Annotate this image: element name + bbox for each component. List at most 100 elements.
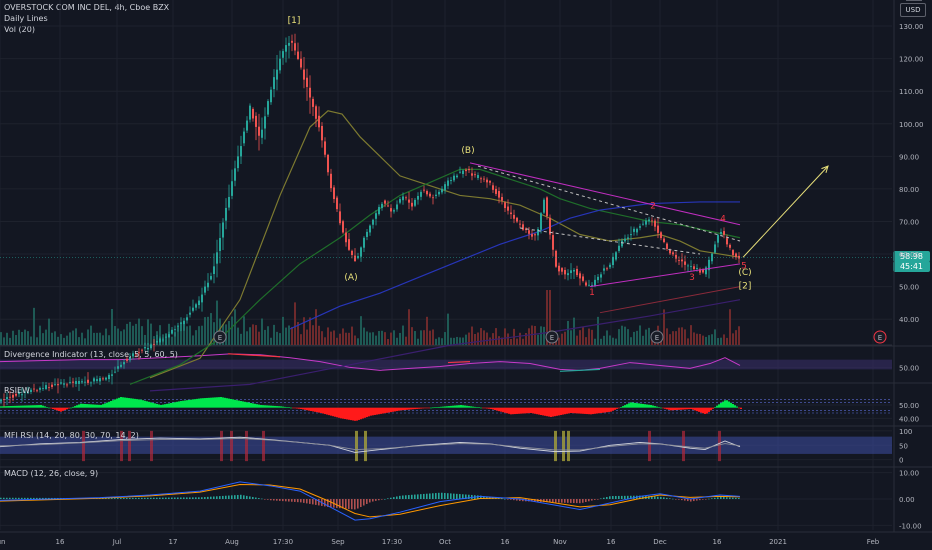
macd-histogram-bar <box>519 499 521 501</box>
rsiew-area-bar <box>56 407 58 411</box>
volume-bar <box>453 337 455 345</box>
candle-body <box>735 253 737 258</box>
rsiew-area-bar <box>284 406 286 408</box>
volume-bar <box>189 325 191 345</box>
volume-bar <box>75 328 77 345</box>
volume-bar <box>429 330 431 345</box>
rsiew-area-bar <box>228 398 230 408</box>
rsiew-area-bar <box>304 407 306 410</box>
volume-bar <box>63 337 65 345</box>
candle-body <box>318 115 320 128</box>
earnings-event-label: E <box>655 334 659 342</box>
candle-body <box>615 252 617 260</box>
rsiew-area-bar <box>98 404 100 408</box>
rsiew-area-bar <box>28 405 30 408</box>
volume-bar <box>39 325 41 345</box>
rsiew-area-bar <box>642 403 644 408</box>
macd-histogram-bar <box>135 497 137 499</box>
candle-body <box>144 347 146 349</box>
candle-body <box>219 238 221 251</box>
macd-histogram-bar <box>594 499 596 500</box>
macd-histogram-bar <box>585 499 587 503</box>
rsiew-area-bar <box>112 400 114 408</box>
rsiew-area-bar <box>256 404 258 408</box>
rsiew-area-bar <box>674 407 676 411</box>
rsiew-area-bar <box>696 407 698 412</box>
rsiew-area-bar <box>100 405 102 408</box>
volume-bar <box>426 316 428 345</box>
macd-histogram-bar <box>660 496 662 499</box>
rsiew-area-bar <box>740 407 742 409</box>
rsiew-area-bar <box>576 407 578 414</box>
volume-bar <box>150 323 152 345</box>
macd-histogram-bar <box>423 493 425 499</box>
macd-histogram-bar <box>642 495 644 499</box>
rsiew-area-bar <box>602 407 604 413</box>
rsiew-area-bar <box>484 407 486 409</box>
candle-body <box>552 235 554 250</box>
candle-body <box>558 265 560 272</box>
candle-body <box>279 58 281 71</box>
volume-bar <box>357 338 359 345</box>
volume-bar <box>6 332 8 345</box>
rsiew-area-bar <box>452 405 454 408</box>
candle-body <box>327 154 329 173</box>
macd-histogram-bar <box>393 497 395 499</box>
candle-body <box>444 184 446 191</box>
candle-body <box>333 187 335 200</box>
volume-bar <box>252 324 254 345</box>
macd-histogram-bar <box>627 495 629 499</box>
volume-bar <box>498 336 500 345</box>
candle-body <box>360 247 362 257</box>
macd-histogram-bar <box>561 499 563 503</box>
rsiew-area-bar <box>258 404 260 408</box>
rsiew-area-bar <box>580 407 582 414</box>
macd-histogram-bar <box>189 497 191 499</box>
rsiew-area-bar <box>142 400 144 408</box>
candle-body <box>126 359 128 361</box>
rsiew-area-bar <box>528 407 530 414</box>
volume-bar <box>375 335 377 345</box>
volume-bar <box>333 330 335 345</box>
candle-body <box>369 225 371 233</box>
candle-body <box>216 252 218 264</box>
volume-bar <box>438 337 440 345</box>
candle-body <box>594 279 596 286</box>
currency-badge[interactable]: USD <box>900 3 926 17</box>
macd-histogram-bar <box>462 494 464 499</box>
rsiew-area-bar <box>382 407 384 414</box>
rsiew-area-bar <box>82 403 84 408</box>
candle-body <box>309 87 311 98</box>
candle-body <box>30 389 32 393</box>
volume-bar <box>735 330 737 345</box>
volume-bar <box>339 333 341 345</box>
time-tick-label: 16 <box>501 538 510 546</box>
rsiew-area-bar <box>550 407 552 417</box>
macd-histogram-bar <box>708 498 710 500</box>
rsiew-area-bar <box>738 407 740 409</box>
candle-body <box>540 213 542 230</box>
macd-histogram-bar <box>678 499 680 500</box>
rsiew-area-bar <box>540 407 542 415</box>
rsiew-area-bar <box>460 405 462 408</box>
rsiew-area-bar <box>230 399 232 408</box>
candle-body <box>567 273 569 276</box>
mfi-oversold-highlight <box>567 430 570 462</box>
mfi-overbought-highlight <box>230 430 233 462</box>
time-tick-label: 16 <box>713 538 722 546</box>
volume-bar <box>255 325 257 345</box>
rsiew-area-bar <box>332 407 334 417</box>
rsiew-area-bar <box>148 401 150 408</box>
volume-bar <box>96 332 98 345</box>
macd-histogram-bar <box>501 498 503 500</box>
macd-histogram-bar <box>477 495 479 499</box>
rsiew-area-bar <box>346 407 348 420</box>
macd-histogram-bar <box>582 499 584 503</box>
candle-body <box>225 207 227 221</box>
rsiew-area-bar <box>554 407 556 417</box>
volume-bar <box>72 330 74 345</box>
candle-body <box>621 240 623 247</box>
mfi-tick-label: 50 <box>899 442 908 450</box>
macd-histogram-bar <box>651 496 653 499</box>
